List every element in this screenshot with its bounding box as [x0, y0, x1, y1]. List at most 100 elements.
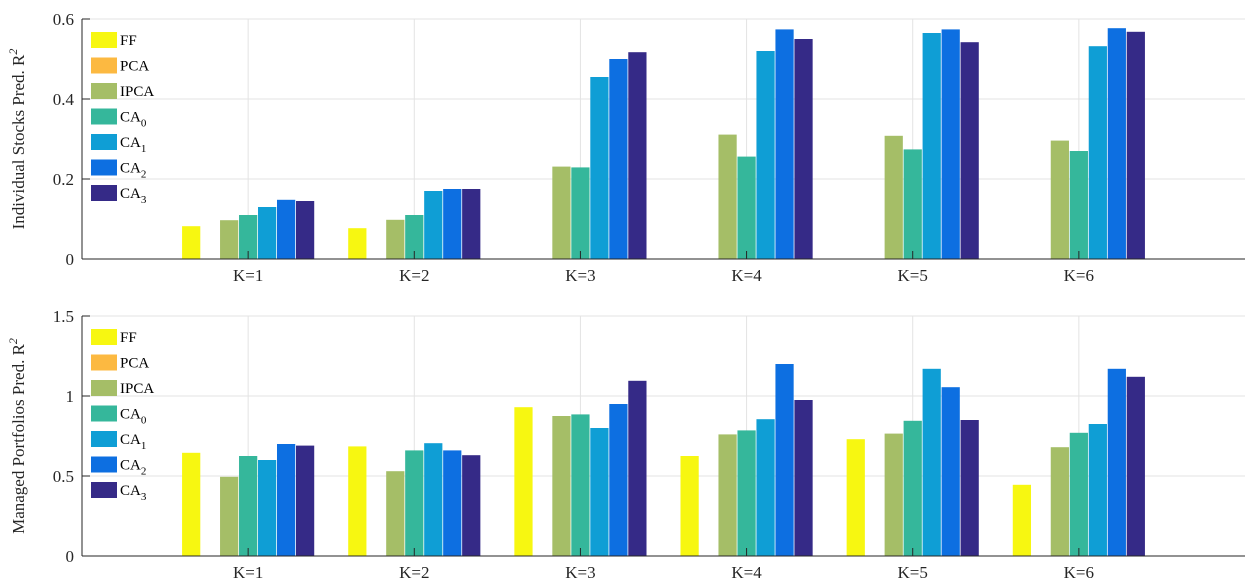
legend-label-IPCA: IPCA — [120, 381, 154, 397]
x-tick-label: K=6 — [1064, 563, 1094, 580]
bar-IPCA-K=4 — [718, 434, 737, 556]
x-tick-label: K=1 — [233, 563, 263, 580]
y-tick-label: 0.5 — [53, 467, 74, 486]
legend-label-CA2: CA2 — [120, 458, 146, 478]
y-tick-label: 0 — [66, 547, 75, 566]
bar-CA2-K=2 — [443, 189, 462, 259]
legend-swatch-CA2 — [91, 159, 117, 176]
legend-label-PCA: PCA — [120, 59, 149, 75]
bar-CA2-K=4 — [775, 29, 794, 260]
legend-label-PCA: PCA — [120, 356, 149, 372]
bar-CA3-K=5 — [960, 42, 979, 260]
bar-CA1-K=3 — [590, 428, 609, 556]
bar-CA3-K=1 — [295, 201, 315, 259]
bar-CA1-K=1 — [258, 460, 277, 556]
legend-label-FF: FF — [120, 33, 137, 49]
legend-label-CA1: CA1 — [120, 135, 146, 155]
x-tick-label: K=1 — [233, 266, 263, 285]
bar-FF-K=3 — [514, 407, 533, 556]
bar-CA0-K=3 — [571, 167, 590, 259]
bar-CA0-K=2 — [405, 450, 424, 556]
bar-IPCA-K=2 — [386, 471, 405, 556]
y-tick-label: 0.6 — [53, 10, 74, 29]
bar-CA3-K=4 — [794, 400, 813, 556]
legend: FF PCA IPCA CA0 CA1 CA2 CA3 — [91, 329, 154, 503]
bar-IPCA-K=2 — [386, 219, 405, 259]
legend-label-CA0: CA0 — [120, 407, 147, 427]
bar-CA0-K=6 — [1069, 151, 1088, 259]
y-tick-label: 0.2 — [53, 170, 74, 189]
bar-IPCA-K=5 — [884, 135, 903, 259]
legend-label-IPCA: IPCA — [120, 84, 154, 100]
x-tick-label: K=5 — [898, 563, 928, 580]
bar-CA2-K=6 — [1107, 368, 1126, 556]
y-axis-label: Individual Stocks Pred. R2 — [6, 49, 28, 230]
legend-swatch-CA1 — [91, 431, 117, 447]
bar-FF-K=6 — [1012, 484, 1032, 556]
x-tick-label: K=5 — [898, 266, 928, 285]
bar-CA1-K=6 — [1088, 424, 1107, 556]
chart-panel-1: 0 0.2 0.4 0.6 K=1 K=2 K=3 K=4 K=5 K=6 Individual S… — [6, 10, 1245, 285]
bar-CA2-K=1 — [277, 444, 296, 556]
bar-CA3-K=2 — [462, 455, 481, 556]
bar-CA1-K=2 — [424, 191, 443, 259]
y-tick-label: 0.4 — [53, 90, 75, 109]
bar-CA0-K=2 — [405, 215, 424, 259]
bar-IPCA-K=4 — [718, 134, 737, 259]
legend-swatch-CA0 — [91, 405, 117, 422]
legend-swatch-IPCA — [91, 83, 117, 99]
bar-FF-K=2 — [348, 228, 367, 259]
bar-CA0-K=3 — [571, 414, 590, 556]
bar-FF-K=1 — [182, 226, 201, 259]
bar-CA0-K=4 — [737, 430, 756, 556]
legend-swatch-IPCA — [91, 380, 117, 396]
x-tick-label: K=2 — [399, 266, 429, 285]
legend-swatch-FF — [91, 329, 117, 345]
bar-CA2-K=5 — [941, 387, 960, 556]
legend-label-CA2: CA2 — [120, 161, 146, 181]
bar-CA3-K=1 — [295, 445, 315, 556]
legend-label-CA0: CA0 — [120, 110, 147, 130]
bar-CA0-K=5 — [903, 420, 922, 556]
bar-IPCA-K=6 — [1050, 447, 1069, 556]
bar-CA2-K=2 — [443, 450, 462, 556]
legend-label-CA3: CA3 — [120, 186, 147, 206]
legend-swatch-CA0 — [91, 108, 117, 125]
legend: FF PCA IPCA CA0 CA1 CA2 CA3 — [91, 32, 154, 206]
bar-CA2-K=3 — [609, 59, 628, 259]
bar-CA0-K=5 — [903, 149, 922, 259]
x-tick-label: K=4 — [731, 266, 762, 285]
legend-swatch-FF — [91, 32, 117, 48]
y-axis-label: Managed Portfolios Pred. R2 — [6, 338, 28, 534]
bar-IPCA-K=5 — [884, 433, 903, 556]
bar-CA1-K=5 — [922, 368, 941, 556]
bar-FF-K=1 — [182, 452, 201, 556]
legend-swatch-CA2 — [91, 456, 117, 473]
legend-label-CA1: CA1 — [120, 432, 146, 452]
x-tick-label: K=6 — [1064, 266, 1094, 285]
chart-panel-2: 0 0.5 1 1.5 K=1 K=2 K=3 K=4 K=5 K=6 Managed Portfo… — [6, 307, 1245, 580]
x-tick-label: K=4 — [731, 563, 762, 580]
y-tick-label: 1 — [66, 387, 75, 406]
bar-CA2-K=1 — [277, 199, 296, 259]
bar-IPCA-K=1 — [220, 220, 239, 259]
bar-CA3-K=5 — [960, 420, 979, 556]
x-tick-label: K=3 — [565, 266, 595, 285]
bar-CA1-K=2 — [424, 443, 443, 556]
y-tick-label: 0 — [66, 250, 75, 269]
bar-CA1-K=6 — [1088, 46, 1107, 260]
bar-FF-K=4 — [680, 456, 699, 556]
legend-swatch-PCA — [91, 57, 117, 74]
bar-CA1-K=4 — [756, 419, 775, 556]
bar-IPCA-K=3 — [552, 416, 571, 556]
bar-FF-K=2 — [348, 446, 367, 556]
bar-CA0-K=1 — [239, 215, 258, 259]
bar-CA0-K=4 — [737, 156, 756, 259]
bar-CA3-K=6 — [1126, 31, 1145, 259]
bar-CA2-K=6 — [1107, 28, 1126, 260]
legend-swatch-CA3 — [91, 185, 117, 201]
x-tick-label: K=3 — [565, 563, 595, 580]
legend-label-FF: FF — [120, 330, 137, 346]
bar-CA3-K=3 — [628, 52, 647, 260]
